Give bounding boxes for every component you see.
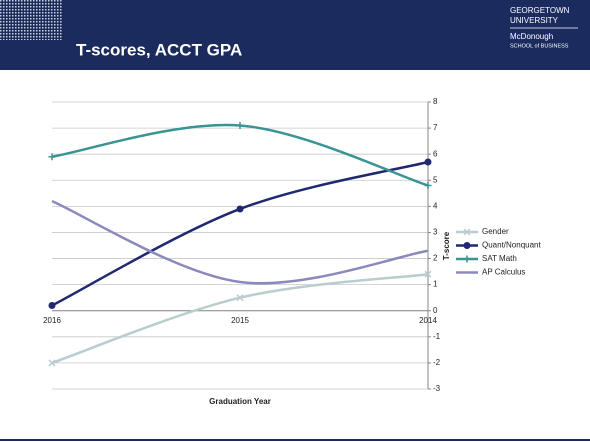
y-tick-label: 3 [433, 228, 438, 237]
x-tick-label: 2016 [43, 316, 61, 325]
legend-marker [463, 242, 471, 249]
point-marker [236, 205, 244, 213]
logo-line: GEORGETOWN [510, 6, 570, 15]
point-marker [424, 270, 432, 278]
legend-marker [463, 228, 471, 236]
point-marker [48, 153, 56, 161]
y-tick-label: 1 [433, 280, 438, 289]
slide-title: T-scores, ACCT GPA [76, 40, 242, 59]
y-tick-label: 7 [433, 123, 438, 132]
legend-label: AP Calculus [482, 268, 525, 277]
header-band [0, 0, 590, 70]
point-marker [236, 294, 244, 302]
legend-marker [463, 255, 471, 263]
y-tick-label: 4 [433, 201, 438, 210]
legend-label: SAT Math [482, 254, 517, 263]
y-tick-label: 8 [433, 97, 438, 106]
logo-line: McDonough [510, 32, 553, 41]
x-tick-label: 2014 [419, 316, 437, 325]
y-tick-label: 0 [433, 306, 438, 315]
point-marker [236, 121, 244, 129]
point-marker [424, 158, 432, 166]
y-tick-label: -2 [433, 358, 441, 367]
y-tick-label: 5 [433, 175, 438, 184]
legend-label: Gender [482, 227, 509, 236]
y-tick-label: 6 [433, 149, 438, 158]
y-tick-label: -3 [433, 384, 441, 393]
y-tick-label: 2 [433, 254, 438, 263]
header-texture [0, 0, 62, 40]
logo-line: UNIVERSITY [510, 16, 559, 25]
point-marker [48, 359, 56, 367]
y-axis-label: T-score [442, 231, 451, 260]
point-marker [48, 302, 56, 310]
x-axis-label: Graduation Year [209, 397, 271, 406]
logo-line: SCHOOL of BUSINESS [510, 43, 569, 49]
series-line [51, 199, 429, 285]
legend-label: Quant/Nonquant [482, 241, 541, 250]
y-tick-label: -1 [433, 332, 441, 341]
x-tick-label: 2015 [231, 316, 249, 325]
point-marker [424, 181, 432, 189]
